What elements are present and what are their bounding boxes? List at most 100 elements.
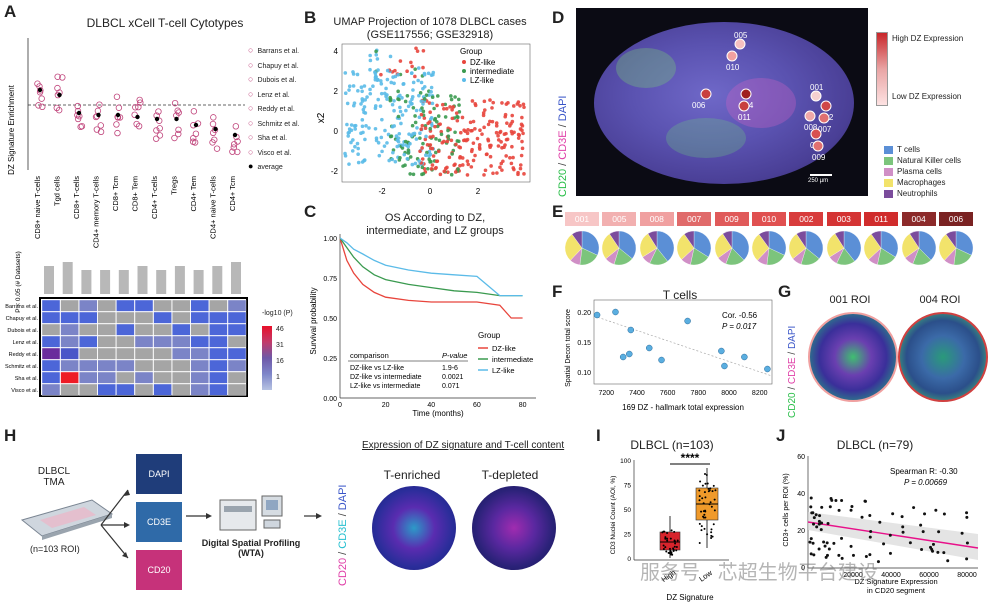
panel-a-heatmap-cell bbox=[78, 347, 98, 360]
roi-marker bbox=[738, 100, 750, 112]
panel-a-heatmap-cell bbox=[97, 383, 117, 396]
umap-point bbox=[360, 124, 365, 129]
panel-b-xtick: 0 bbox=[428, 187, 433, 196]
umap-point bbox=[374, 49, 378, 54]
pie-slice bbox=[602, 233, 620, 259]
panel-a-heatmap-cell bbox=[190, 335, 210, 348]
umap-point bbox=[516, 136, 521, 140]
panel-f-title: T cells bbox=[662, 288, 698, 302]
expr-arrow bbox=[304, 513, 322, 519]
panel-a-heatmap-cell bbox=[116, 299, 135, 312]
panel-f-ytick: 0.15 bbox=[577, 340, 591, 347]
umap-point bbox=[507, 124, 512, 128]
panel-i-point bbox=[666, 531, 669, 534]
umap-point bbox=[385, 77, 390, 82]
panel-i-point bbox=[703, 472, 706, 475]
panel-a-dot bbox=[191, 139, 199, 146]
umap-point bbox=[365, 95, 369, 99]
panel-i-point bbox=[710, 537, 713, 540]
panel-i-point bbox=[668, 547, 671, 550]
umap-point bbox=[424, 153, 428, 158]
panel-a-heatmap-cell bbox=[227, 335, 247, 348]
panel-i-xlabel: DZ Signature bbox=[666, 593, 714, 602]
umap-point bbox=[396, 89, 400, 94]
roi-marker bbox=[740, 88, 752, 100]
umap-point bbox=[430, 101, 435, 106]
umap-point bbox=[392, 81, 396, 86]
cell-composition-pie bbox=[639, 230, 674, 266]
panel-b-legend-label: LZ-like bbox=[470, 76, 495, 85]
panel-a-xlabel: Tgd cells bbox=[53, 176, 62, 206]
umap-point bbox=[427, 93, 431, 97]
panel-j-point bbox=[809, 496, 813, 500]
umap-point bbox=[428, 110, 432, 115]
umap-point bbox=[457, 139, 461, 144]
panel-a-dot bbox=[152, 135, 160, 142]
panel-f-point bbox=[627, 326, 635, 334]
umap-point bbox=[429, 90, 433, 94]
umap-point bbox=[420, 106, 424, 110]
umap-point bbox=[402, 152, 407, 157]
umap-point bbox=[406, 148, 411, 152]
roi-marker bbox=[804, 110, 816, 122]
panel-i-point bbox=[672, 550, 675, 553]
umap-point bbox=[508, 155, 512, 160]
dsp-arrow bbox=[186, 513, 212, 519]
umap-point bbox=[488, 154, 493, 159]
panel-a-dot bbox=[77, 123, 84, 131]
panel-a-heatmap-cell bbox=[209, 347, 228, 360]
umap-point bbox=[447, 155, 452, 160]
panel-i-point bbox=[664, 546, 667, 549]
panel-j-point bbox=[965, 515, 969, 519]
panel-a-bar bbox=[193, 270, 204, 294]
panel-a-bar bbox=[212, 266, 223, 294]
umap-point bbox=[360, 118, 365, 122]
umap-point bbox=[482, 125, 486, 130]
umap-point bbox=[483, 168, 488, 173]
panel-a-xlabel: CD8+ naive T-cells bbox=[33, 176, 42, 239]
pie-slice bbox=[647, 230, 657, 249]
panel-j-point bbox=[882, 542, 886, 546]
umap-point bbox=[486, 122, 491, 127]
panel-f-point bbox=[721, 362, 728, 370]
panel-j-point bbox=[901, 525, 905, 529]
umap-point bbox=[426, 166, 430, 171]
panel-b-legend-dot bbox=[462, 69, 466, 73]
panel-j-point bbox=[923, 512, 927, 516]
umap-point bbox=[428, 160, 432, 164]
cell-type-legend: T cells Natural Killer cells Plasma cells M… bbox=[884, 144, 961, 199]
panel-a-bars bbox=[44, 262, 241, 294]
panel-i-point bbox=[701, 497, 704, 500]
panel-i-point bbox=[714, 489, 717, 492]
panel-a-heatmap-cell bbox=[97, 335, 117, 348]
umap-point bbox=[359, 85, 364, 90]
umap-point bbox=[373, 71, 378, 76]
panel-a-dot bbox=[114, 129, 121, 137]
umap-point bbox=[349, 123, 354, 127]
panel-b-umap: x2 -2 0 2 4 2 0 -2 Group DZ-likeintermediateLZ… bbox=[316, 43, 531, 196]
umap-point bbox=[431, 72, 435, 77]
panel-j-point bbox=[900, 515, 904, 519]
tissue-core bbox=[594, 22, 854, 184]
panel-c-table-pvalue: 0.0021 bbox=[442, 374, 464, 381]
panel-b-legend-dot bbox=[462, 60, 466, 64]
umap-point bbox=[406, 151, 411, 155]
umap-point bbox=[351, 70, 355, 74]
panel-j-point bbox=[920, 548, 924, 552]
panel-a-dot bbox=[209, 139, 216, 146]
panel-a-bar bbox=[174, 266, 185, 294]
umap-point bbox=[522, 105, 526, 110]
umap-point bbox=[412, 131, 417, 136]
t-depleted-image bbox=[472, 486, 556, 570]
umap-point bbox=[343, 151, 347, 156]
umap-point bbox=[410, 95, 415, 99]
panel-j-point bbox=[942, 512, 946, 516]
panel-a-legend-item: ○ Chapuy et al. bbox=[248, 59, 299, 70]
umap-point bbox=[385, 68, 390, 73]
panel-i-point bbox=[700, 525, 703, 528]
panel-j-xtick: 20000 bbox=[843, 572, 863, 579]
umap-point bbox=[465, 137, 470, 142]
panel-a-average-dot bbox=[135, 114, 140, 120]
umap-point bbox=[468, 120, 473, 125]
panel-a-heatmap-cell bbox=[78, 383, 98, 396]
